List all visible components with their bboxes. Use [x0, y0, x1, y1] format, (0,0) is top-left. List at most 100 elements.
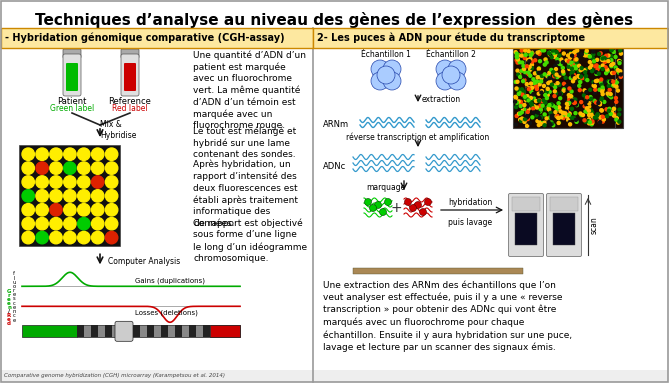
Text: Red label: Red label — [112, 104, 148, 113]
Circle shape — [569, 63, 571, 66]
Text: ARNm: ARNm — [323, 120, 349, 129]
Circle shape — [592, 84, 595, 87]
Text: Ce rapport est objectivé
sous forme d’une ligne
le long d’un idéogramme
chromoso: Ce rapport est objectivé sous forme d’un… — [193, 218, 307, 263]
Circle shape — [610, 64, 613, 67]
Circle shape — [544, 101, 547, 104]
Circle shape — [78, 148, 90, 160]
Circle shape — [609, 96, 613, 99]
FancyBboxPatch shape — [63, 49, 81, 58]
Circle shape — [578, 84, 581, 87]
Circle shape — [579, 69, 582, 72]
Circle shape — [591, 120, 594, 123]
Circle shape — [533, 82, 536, 85]
Circle shape — [607, 60, 610, 62]
Circle shape — [548, 103, 551, 106]
Circle shape — [619, 112, 622, 115]
Circle shape — [527, 111, 529, 113]
Circle shape — [540, 80, 543, 83]
Circle shape — [551, 83, 553, 86]
Circle shape — [590, 113, 593, 116]
Circle shape — [553, 76, 556, 79]
Circle shape — [555, 73, 558, 76]
Circle shape — [600, 97, 603, 100]
Circle shape — [562, 111, 565, 115]
Circle shape — [520, 69, 523, 72]
Circle shape — [546, 84, 549, 87]
Circle shape — [612, 71, 615, 74]
Circle shape — [560, 116, 563, 119]
Circle shape — [579, 112, 582, 115]
Circle shape — [518, 112, 522, 115]
Circle shape — [570, 73, 573, 75]
Circle shape — [539, 60, 541, 63]
Circle shape — [385, 198, 391, 206]
Circle shape — [527, 118, 529, 121]
Circle shape — [587, 114, 591, 116]
Circle shape — [50, 162, 62, 174]
Circle shape — [549, 80, 552, 83]
Circle shape — [540, 77, 543, 80]
Circle shape — [50, 231, 62, 244]
Circle shape — [553, 56, 556, 59]
Circle shape — [106, 162, 118, 174]
Circle shape — [50, 148, 62, 160]
Circle shape — [64, 190, 76, 202]
Circle shape — [567, 100, 569, 103]
Circle shape — [555, 106, 557, 109]
Circle shape — [592, 50, 595, 53]
Circle shape — [601, 57, 604, 60]
Circle shape — [577, 75, 581, 78]
Circle shape — [559, 63, 562, 66]
Circle shape — [585, 100, 587, 103]
Circle shape — [600, 109, 603, 112]
Circle shape — [22, 204, 34, 216]
Circle shape — [611, 84, 615, 87]
Circle shape — [535, 55, 537, 58]
Circle shape — [552, 70, 555, 74]
Circle shape — [603, 61, 606, 64]
Circle shape — [575, 58, 578, 61]
Circle shape — [613, 107, 615, 110]
Bar — [313, 28, 668, 48]
Bar — [210, 325, 240, 337]
Circle shape — [538, 71, 541, 74]
Circle shape — [514, 97, 518, 99]
Circle shape — [519, 90, 522, 93]
Circle shape — [617, 69, 619, 72]
Circle shape — [64, 162, 76, 174]
Circle shape — [548, 71, 551, 74]
Circle shape — [527, 108, 530, 111]
Circle shape — [555, 92, 558, 95]
Circle shape — [36, 176, 48, 188]
Circle shape — [531, 63, 533, 66]
Circle shape — [571, 63, 575, 66]
Circle shape — [570, 109, 573, 112]
Circle shape — [415, 201, 421, 208]
Circle shape — [541, 100, 544, 103]
Text: Le tout est mélangé et
hybridé sur une lame
contenant des sondes.: Le tout est mélangé et hybridé sur une l… — [193, 126, 296, 159]
Circle shape — [531, 52, 534, 56]
Circle shape — [616, 69, 619, 72]
Circle shape — [609, 54, 613, 57]
Circle shape — [518, 73, 520, 75]
Circle shape — [587, 54, 591, 57]
Circle shape — [589, 96, 592, 98]
Text: c: c — [13, 301, 15, 306]
Circle shape — [64, 231, 76, 244]
Circle shape — [546, 93, 549, 97]
Circle shape — [596, 59, 599, 62]
Circle shape — [571, 107, 573, 110]
Circle shape — [533, 105, 536, 108]
Circle shape — [559, 110, 562, 113]
Circle shape — [22, 231, 34, 244]
Circle shape — [568, 87, 571, 90]
Circle shape — [516, 87, 520, 90]
Circle shape — [22, 162, 34, 174]
Circle shape — [436, 72, 454, 90]
Circle shape — [603, 80, 606, 83]
Circle shape — [106, 176, 118, 188]
Circle shape — [610, 49, 613, 52]
Circle shape — [610, 80, 613, 83]
Circle shape — [550, 103, 553, 106]
Circle shape — [619, 73, 622, 76]
